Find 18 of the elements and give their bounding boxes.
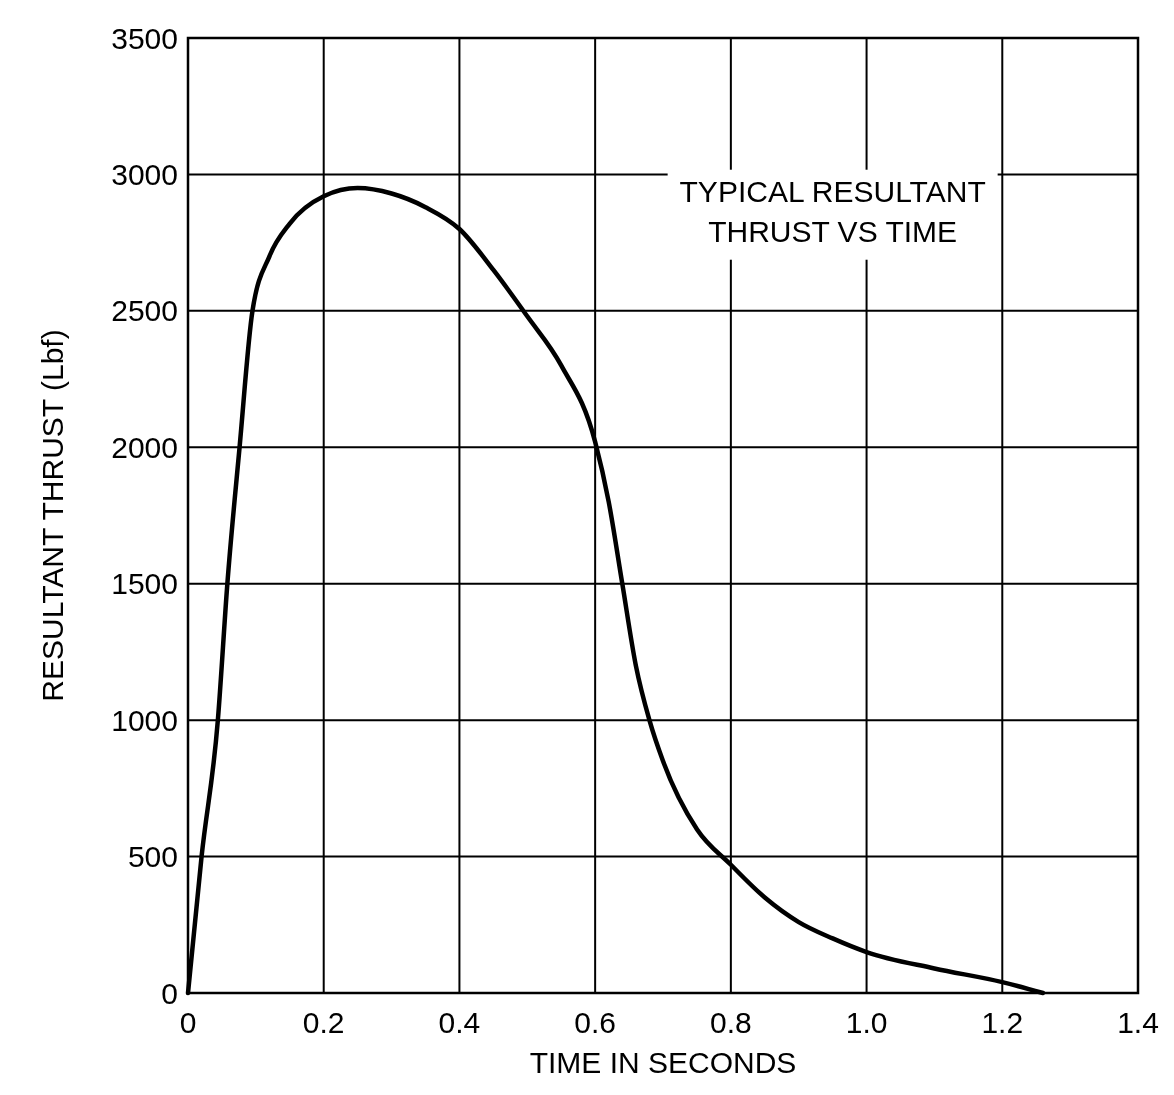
y-tick-label: 1000 <box>111 703 178 737</box>
y-axis-title: RESULTANT THRUST (Lbf) <box>36 329 69 702</box>
x-tick-label: 0.8 <box>710 1006 752 1039</box>
y-tick-label: 3000 <box>111 157 178 191</box>
x-axis-title: TIME IN SECONDS <box>529 1046 797 1079</box>
y-tick-label: 1500 <box>111 567 178 601</box>
x-tick-label: 0.2 <box>302 1006 345 1039</box>
text: TYPICAL RESULTANT THRUST VS TIME <box>679 174 986 248</box>
y-tick-label: 2500 <box>111 294 178 328</box>
x-tick-label: 1.4 <box>1117 1006 1159 1039</box>
x-tick-label: 1.0 <box>845 1006 888 1039</box>
y-tick-label: 500 <box>127 840 178 874</box>
x-tick-label: 1.2 <box>981 1006 1024 1039</box>
y-tick-label: 3500 <box>111 21 178 55</box>
y-tick-label: 2000 <box>111 430 178 464</box>
x-tick-label: 0.4 <box>438 1006 481 1039</box>
y-tick-label: 0 <box>161 976 178 1010</box>
x-tick-label: 0.6 <box>574 1006 616 1039</box>
